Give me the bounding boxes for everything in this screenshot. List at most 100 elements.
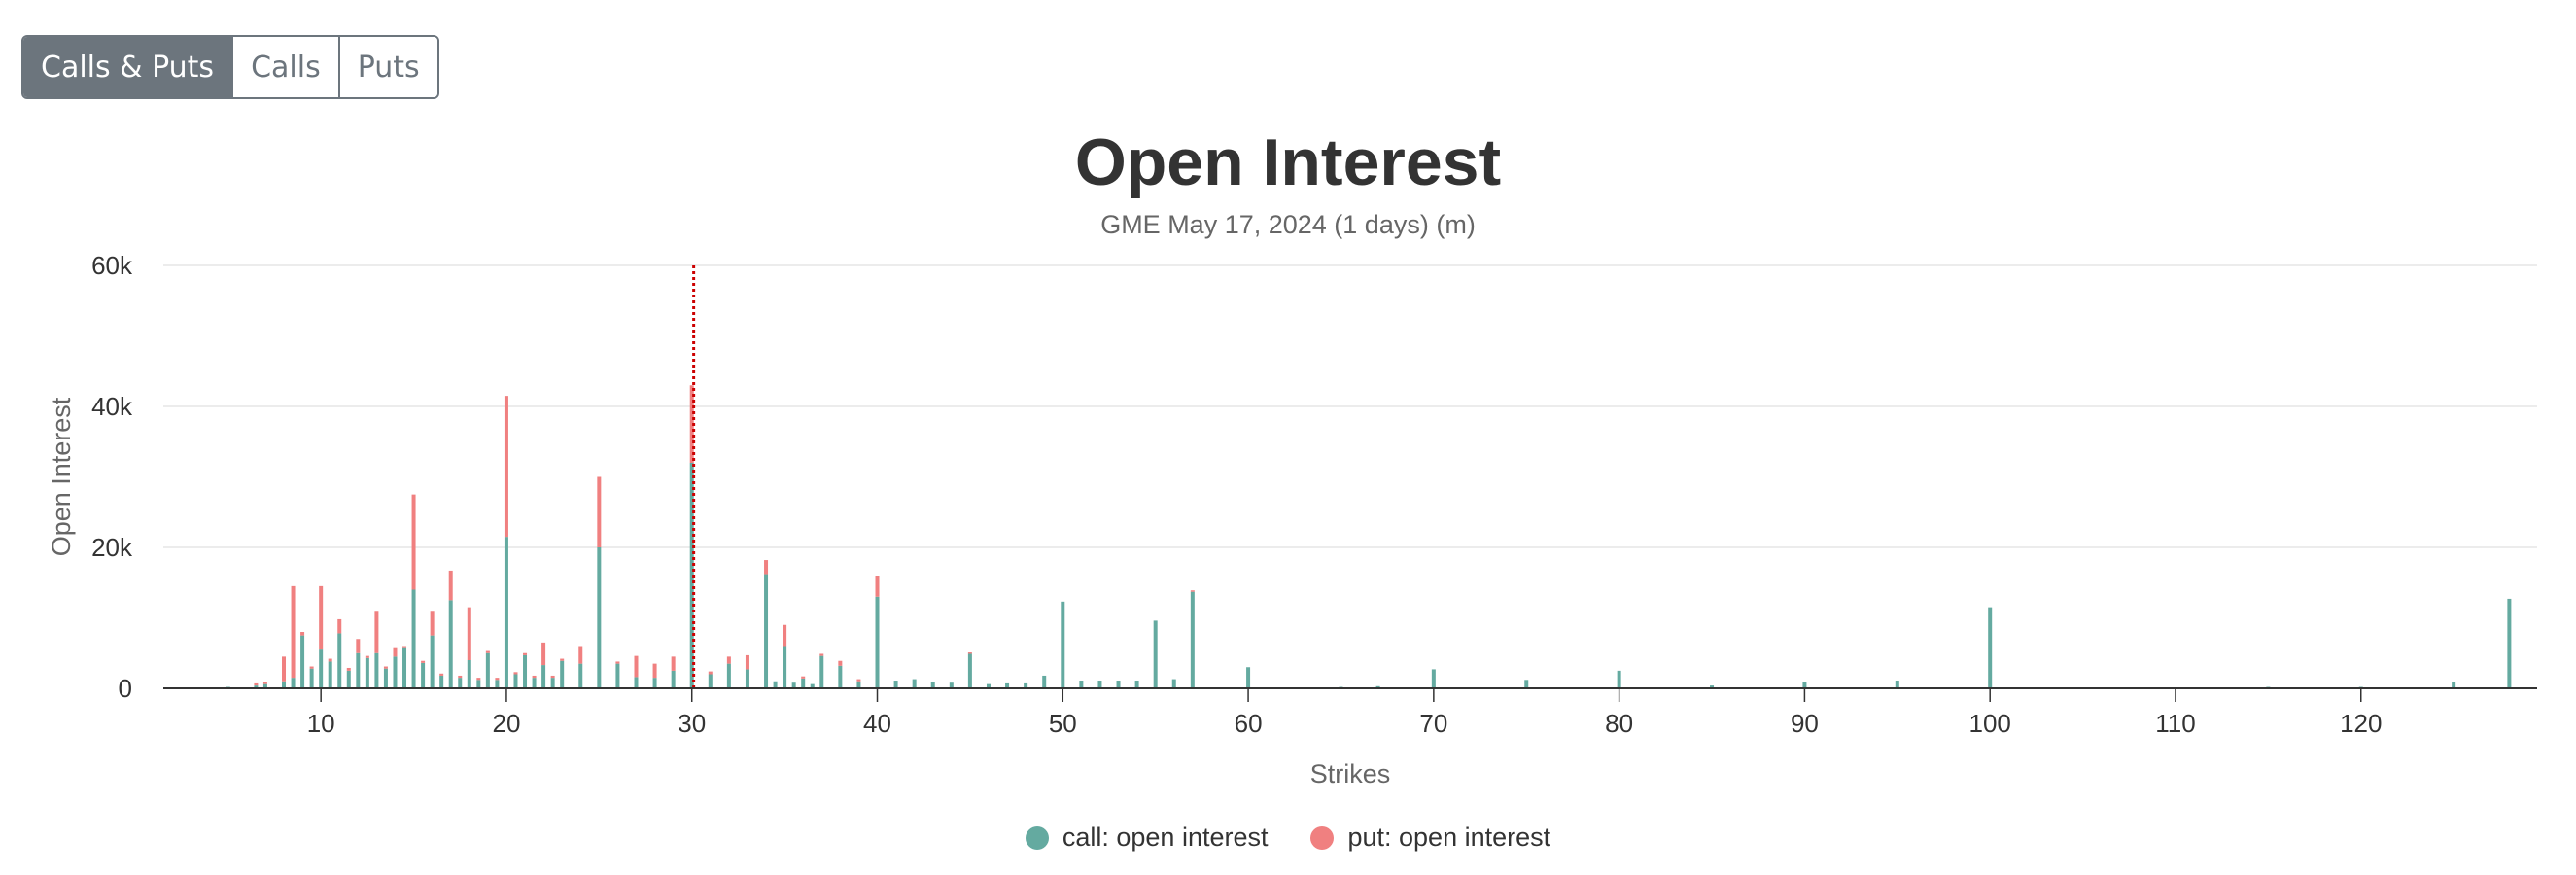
put-bar (282, 656, 287, 682)
put-bar (783, 624, 787, 647)
put-bar (291, 585, 296, 679)
x-tick-label: 60 (1235, 709, 1263, 738)
call-bar (346, 670, 351, 688)
call-bar (652, 678, 657, 688)
call-bar (254, 685, 259, 688)
calls-button[interactable]: Calls (233, 37, 340, 97)
call-bar (810, 683, 815, 688)
y-tick-label: 0 (119, 674, 132, 703)
call-bar (708, 674, 713, 688)
call-bar (402, 648, 407, 688)
call-bar (986, 683, 991, 688)
put-bar (764, 560, 769, 575)
call-bar (383, 668, 388, 688)
call-bar (578, 663, 583, 688)
put-bar (597, 476, 602, 547)
put-legend-marker (1310, 825, 1335, 850)
x-tick-label: 90 (1791, 709, 1819, 738)
put-bar (801, 676, 806, 679)
call-bar (485, 652, 490, 688)
call-bar (1988, 607, 1993, 688)
call-bar (949, 682, 954, 688)
put-bar (745, 654, 749, 670)
put-bar (319, 585, 324, 650)
call-bar (967, 653, 972, 688)
legend-item-put[interactable]: put: open interest (1310, 822, 1550, 853)
put-bar (421, 660, 426, 663)
put-bar (689, 385, 694, 463)
call-bar (1190, 591, 1195, 688)
call-bar (319, 649, 324, 688)
call-bar (1375, 685, 1380, 688)
call-bar (615, 663, 620, 688)
puts-button[interactable]: Puts (339, 37, 437, 97)
y-tick-label: 20k (91, 533, 133, 562)
put-bar (254, 682, 259, 686)
call-bar (411, 589, 416, 688)
call-bar (550, 678, 555, 688)
call-bar (532, 678, 537, 688)
put-bar (634, 655, 639, 678)
put-bar (875, 576, 880, 597)
call-bar (458, 678, 463, 688)
call-bar (1024, 682, 1028, 688)
put-bar (513, 672, 518, 675)
y-axis-title: Open Interest (47, 397, 76, 556)
calls-and-puts-button[interactable]: Calls & Puts (23, 37, 234, 97)
call-bar (560, 660, 565, 688)
call-bar (689, 463, 694, 688)
call-bar (2507, 598, 2512, 688)
call-bar (1895, 681, 1899, 688)
put-bar (532, 675, 537, 679)
call-bar (801, 678, 806, 688)
call-bar (1710, 685, 1715, 688)
call-bar (597, 547, 602, 688)
call-bar (893, 681, 898, 688)
put-bar (430, 611, 435, 636)
x-tick-label: 20 (492, 709, 520, 738)
call-bar (328, 661, 332, 688)
put-bar (550, 675, 555, 679)
call-bar (541, 665, 546, 688)
put-bar (1190, 590, 1195, 592)
legend-item-call[interactable]: call: open interest (1025, 822, 1268, 853)
call-bar (523, 654, 528, 688)
call-bar (504, 537, 508, 688)
call-bar (634, 677, 639, 688)
x-tick-label: 120 (2340, 709, 2382, 738)
call-bar (1171, 679, 1176, 688)
x-axis-title: Strikes (1310, 759, 1391, 788)
bars (226, 265, 2512, 688)
put-bar (383, 666, 388, 669)
call-bar (1097, 681, 1102, 688)
call-bar (393, 656, 398, 688)
put-bar (448, 570, 453, 601)
put-bar (838, 660, 843, 666)
legend: call: open interest put: open interest (0, 822, 2576, 853)
put-bar (523, 652, 528, 655)
x-tick-label: 80 (1605, 709, 1633, 738)
put-bar (476, 678, 481, 681)
call-bar (912, 679, 917, 688)
put-bar (615, 661, 620, 664)
put-bar (541, 642, 546, 666)
call-bar (291, 678, 296, 688)
put-bar (819, 653, 824, 656)
grid-lines (163, 264, 2537, 548)
put-bar (967, 652, 972, 654)
call-bar (1802, 682, 1807, 688)
call-bar (476, 680, 481, 688)
call-bar (365, 657, 369, 688)
call-bar (838, 665, 843, 688)
put-bar (402, 646, 407, 648)
y-tick-label: 60k (91, 251, 133, 280)
put-bar (393, 648, 398, 657)
chart-title: Open Interest (1074, 125, 1502, 199)
put-bar (356, 639, 361, 653)
call-bar (875, 596, 880, 688)
call-bar (337, 633, 342, 688)
call-bar (300, 635, 305, 688)
put-bar (346, 667, 351, 671)
put-bar (495, 678, 500, 681)
